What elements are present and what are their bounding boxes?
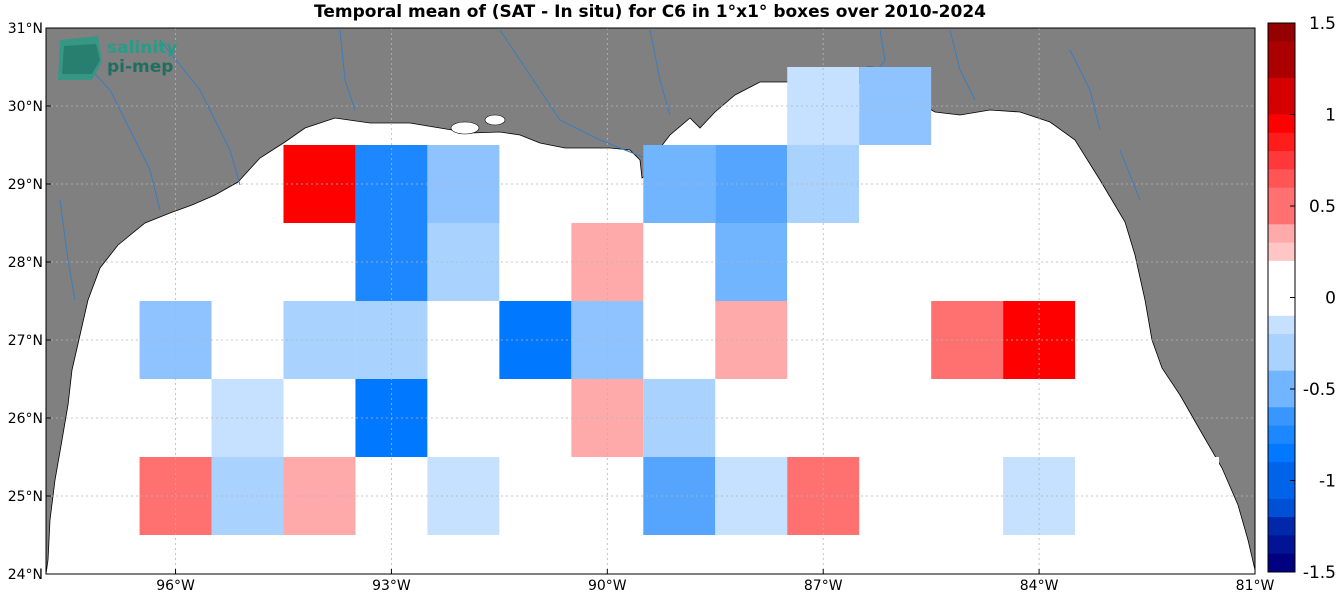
- heatmap-cell: [859, 145, 932, 223]
- colorbar-segment: [1268, 242, 1295, 262]
- colorbar-segment: [1268, 407, 1295, 427]
- colorbar-segment: [1268, 206, 1295, 225]
- heatmap-cell: [859, 67, 932, 145]
- colorbar-segment: [1268, 370, 1295, 390]
- lake: [484, 114, 506, 126]
- heatmap-cell: [283, 223, 356, 301]
- colorbar-segment: [1268, 96, 1295, 115]
- colorbar-segment: [1268, 553, 1295, 573]
- longitude-ticks: 96°W 93°W 90°W 87°W 84°W 81°W: [156, 569, 1274, 594]
- heatmap-cell: [859, 379, 932, 457]
- colorbar-segment: [1268, 187, 1295, 207]
- heatmap-cell: [283, 145, 356, 223]
- colorbar-segment: [1268, 224, 1295, 244]
- lat-tick-label: 24°N: [8, 567, 43, 583]
- colorbar-segment: [1268, 389, 1295, 408]
- heatmap-cell: [283, 301, 356, 379]
- lat-tick-label: 31°N: [8, 21, 43, 37]
- colorbar-segment: [1268, 23, 1295, 42]
- colorbar-segment: [1268, 297, 1295, 317]
- lat-tick-label: 26°N: [8, 411, 43, 427]
- chart-title: Temporal mean of (SAT - In situ) for C6 …: [314, 2, 986, 22]
- colorbar-segment: [1268, 462, 1295, 481]
- colorbar-tick-label: -1.5: [1303, 563, 1336, 583]
- colorbar-segment: [1268, 260, 1295, 280]
- lat-tick-label: 28°N: [8, 255, 43, 271]
- lat-tick-label: 27°N: [8, 333, 43, 349]
- lat-tick-label: 30°N: [8, 99, 43, 115]
- rivers: [59, 29, 1141, 301]
- colorbar-tick-label: 1.5: [1309, 14, 1336, 34]
- lon-tick-label: 93°W: [372, 578, 411, 594]
- colorbar-segment: [1268, 114, 1295, 134]
- lon-tick-label: 81°W: [1236, 578, 1275, 594]
- lon-tick-label: 90°W: [588, 578, 627, 594]
- heatmap-cell: [283, 457, 356, 535]
- colorbar-tick-label: 0.5: [1309, 197, 1336, 217]
- colorbar-segment: [1268, 425, 1295, 445]
- heatmap-cell: [427, 145, 500, 223]
- colorbar-segment: [1268, 535, 1295, 555]
- heatmap-cell: [643, 457, 716, 535]
- colorbar-segment: [1268, 352, 1295, 372]
- colorbar: [1268, 23, 1295, 573]
- salinity-pimep-logo: salinity pi-mep: [58, 36, 177, 80]
- colorbar-segment: [1268, 59, 1295, 79]
- heatmap-cell: [427, 223, 500, 301]
- colorbar-tick-label: -0.5: [1303, 380, 1336, 400]
- colorbar-segment: [1268, 169, 1295, 189]
- colorbar-tick-label: 1: [1325, 106, 1336, 126]
- colorbar-segment: [1268, 498, 1295, 518]
- grid-lines: [46, 28, 1255, 574]
- heatmap-cell: [427, 457, 500, 535]
- colorbar-segment: [1268, 279, 1295, 298]
- colorbar-segment: [1268, 132, 1295, 152]
- colorbar-segment: [1268, 315, 1295, 335]
- logo-line2: pi-mep: [107, 57, 173, 77]
- colorbar-ticks: 1.5 1 0.5 0 -0.5 -1 -1.5: [1290, 14, 1336, 583]
- colorbar-segment: [1268, 334, 1295, 353]
- colorbar-segment: [1268, 41, 1295, 61]
- map-area: [46, 28, 1255, 574]
- logo-line1: salinity: [107, 38, 177, 58]
- lon-tick-label: 84°W: [1020, 578, 1059, 594]
- colorbar-segment: [1268, 77, 1295, 97]
- colorbar-segment: [1268, 443, 1295, 463]
- axes-frame: [45, 27, 1256, 575]
- colorbar-segment: [1268, 151, 1295, 170]
- heatmap-cell: [427, 379, 500, 457]
- lat-tick-label: 29°N: [8, 177, 43, 193]
- colorbar-segment: [1268, 517, 1295, 536]
- colorbar-tick-label: 0: [1325, 289, 1336, 309]
- heatmap-cell: [499, 301, 572, 379]
- lon-tick-label: 87°W: [804, 578, 843, 594]
- lake: [450, 121, 480, 135]
- colorbar-segment: [1268, 480, 1295, 500]
- heatmap-cell: [643, 145, 716, 223]
- heatmap-cell: [643, 379, 716, 457]
- lat-tick-label: 25°N: [8, 489, 43, 505]
- latitude-ticks: 31°N 30°N 29°N 28°N 27°N 26°N 25°N 24°N: [8, 21, 51, 583]
- lon-tick-label: 96°W: [156, 578, 195, 594]
- colorbar-tick-label: -1: [1319, 472, 1336, 492]
- heatmap-cell: [499, 223, 572, 301]
